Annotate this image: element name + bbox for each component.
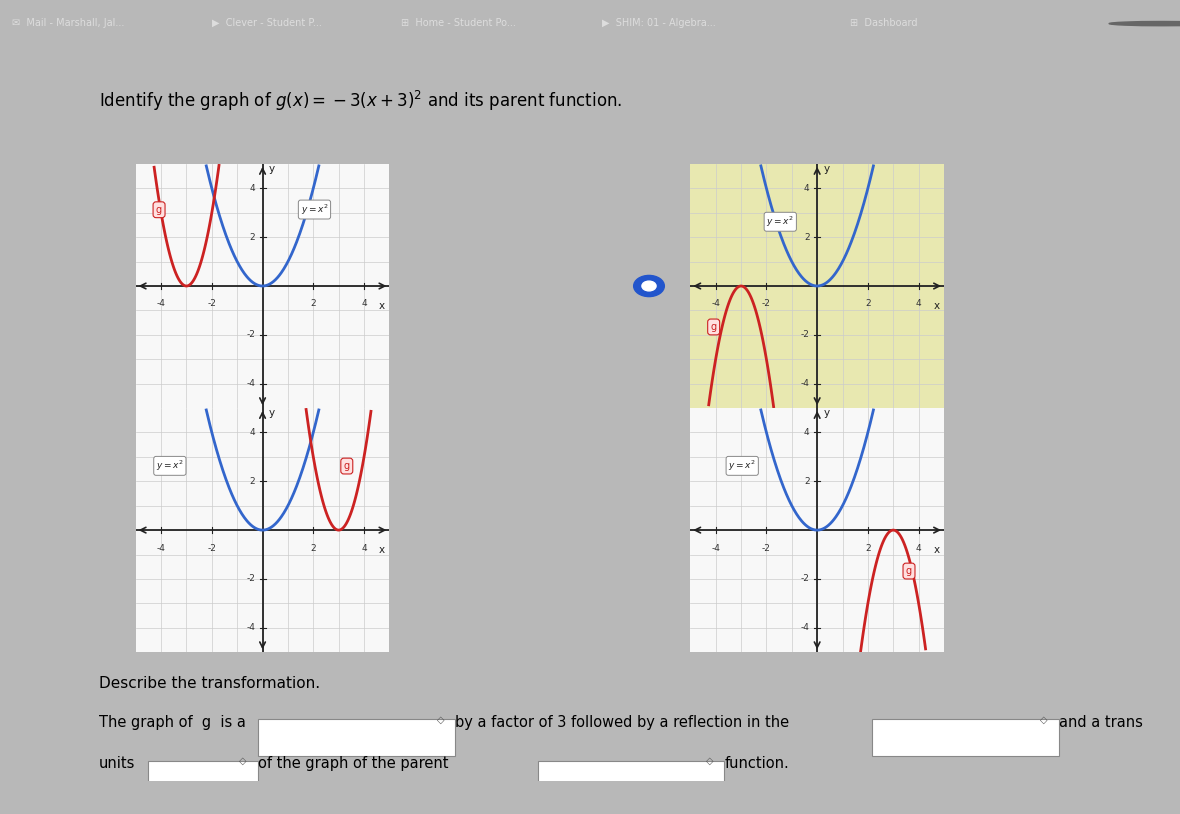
Text: 4: 4 [804, 428, 809, 437]
Text: x: x [933, 300, 939, 311]
Text: -4: -4 [801, 624, 809, 632]
Text: -4: -4 [712, 300, 720, 309]
Text: ◇: ◇ [437, 715, 444, 724]
Text: -2: -2 [801, 330, 809, 339]
Text: by a factor of 3 followed by a reflection in the: by a factor of 3 followed by a reflectio… [455, 715, 789, 730]
Text: g: g [156, 205, 162, 215]
Text: $y = x^2$: $y = x^2$ [766, 215, 794, 229]
Text: function.: function. [725, 756, 789, 771]
Circle shape [1109, 21, 1180, 26]
Text: -2: -2 [247, 330, 255, 339]
Text: x: x [933, 545, 939, 555]
Text: ◇: ◇ [706, 756, 713, 766]
Text: 2: 2 [249, 477, 255, 486]
Text: Describe the transformation.: Describe the transformation. [99, 676, 320, 691]
Text: Identify the graph of $g(x) = -3(x+3)^2$ and its parent function.: Identify the graph of $g(x) = -3(x+3)^2$… [99, 89, 622, 112]
Text: y: y [824, 164, 830, 174]
Text: -4: -4 [157, 544, 165, 553]
Text: of the graph of the parent: of the graph of the parent [257, 756, 448, 771]
Text: g: g [343, 461, 349, 471]
Text: -2: -2 [247, 575, 255, 584]
Text: 4: 4 [361, 544, 367, 553]
Text: 2: 2 [865, 544, 871, 553]
Text: y: y [269, 408, 275, 418]
Text: -4: -4 [157, 300, 165, 309]
Text: ◇: ◇ [1041, 715, 1048, 724]
Text: 2: 2 [865, 300, 871, 309]
Text: 2: 2 [310, 300, 316, 309]
Text: -2: -2 [208, 300, 216, 309]
Text: -2: -2 [762, 544, 771, 553]
Text: ✉  Mail - Marshall, Jal...: ✉ Mail - Marshall, Jal... [12, 18, 124, 28]
Text: and a trans: and a trans [1058, 715, 1142, 730]
Text: 2: 2 [804, 477, 809, 486]
FancyBboxPatch shape [257, 720, 455, 756]
Text: ⊞  Dashboard: ⊞ Dashboard [850, 18, 917, 28]
Text: -2: -2 [208, 544, 216, 553]
Text: 4: 4 [916, 544, 922, 553]
FancyBboxPatch shape [538, 761, 725, 798]
Text: 4: 4 [249, 184, 255, 193]
Text: ◇: ◇ [240, 756, 247, 766]
Text: 4: 4 [804, 184, 809, 193]
Text: ⊞  Home - Student Po...: ⊞ Home - Student Po... [401, 18, 516, 28]
Text: $y = x^2$: $y = x^2$ [156, 458, 184, 473]
Text: -4: -4 [801, 379, 809, 388]
Text: 4: 4 [916, 300, 922, 309]
Text: -4: -4 [712, 544, 720, 553]
Text: -4: -4 [247, 379, 255, 388]
Text: -2: -2 [762, 300, 771, 309]
Text: units: units [99, 756, 135, 771]
Text: The graph of  g  is a: The graph of g is a [99, 715, 245, 730]
Text: 2: 2 [804, 233, 809, 242]
Text: y: y [269, 164, 275, 174]
Text: g: g [906, 566, 912, 576]
Text: x: x [379, 545, 385, 555]
Text: 2: 2 [310, 544, 316, 553]
Text: -4: -4 [247, 624, 255, 632]
Text: 4: 4 [249, 428, 255, 437]
Text: $y = x^2$: $y = x^2$ [728, 458, 756, 473]
Text: x: x [379, 300, 385, 311]
Text: g: g [710, 322, 716, 332]
Text: -2: -2 [801, 575, 809, 584]
FancyBboxPatch shape [872, 720, 1058, 756]
Text: 2: 2 [249, 233, 255, 242]
Text: 4: 4 [361, 300, 367, 309]
FancyBboxPatch shape [148, 761, 257, 798]
Text: y: y [824, 408, 830, 418]
Text: ▶  SHIM: 01 - Algebra...: ▶ SHIM: 01 - Algebra... [602, 18, 715, 28]
Text: ▶  Clever - Student P...: ▶ Clever - Student P... [212, 18, 322, 28]
Text: $y = x^2$: $y = x^2$ [301, 203, 328, 217]
